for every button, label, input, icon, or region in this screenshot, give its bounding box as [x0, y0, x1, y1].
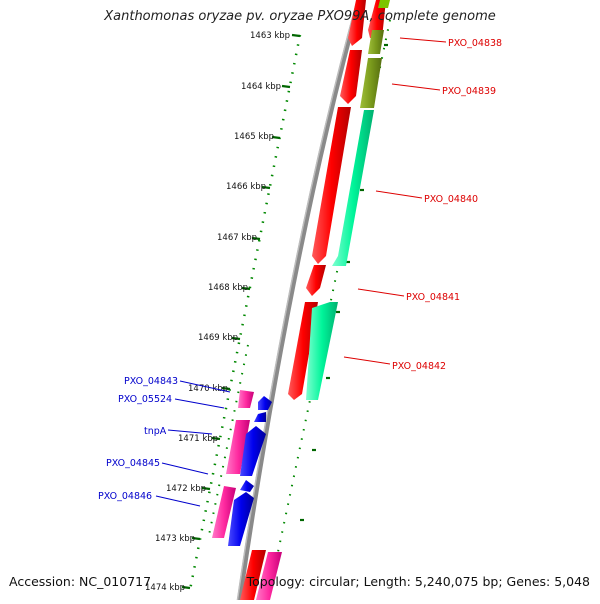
tick-label: 1463 kbp — [250, 31, 290, 41]
gene-label: PXO_04838 — [448, 38, 502, 49]
gene-feature — [306, 265, 326, 296]
genome-backbone — [236, 0, 362, 604]
genome-backbone-highlight — [236, 0, 359, 604]
tick-label: 1474 kbp — [145, 583, 185, 593]
gene-label: PXO_04839 — [442, 86, 496, 97]
tick-label: 1464 kbp — [241, 82, 281, 92]
gene-feature — [212, 486, 236, 538]
gene-feature — [332, 110, 374, 266]
gene-feature — [228, 492, 254, 546]
gene-feature — [256, 552, 282, 600]
tick-label: 1469 kbp — [198, 333, 238, 343]
gene-label: PXO_04840 — [424, 194, 478, 205]
right-labels: PXO_04838 PXO_04839 PXO_04840 PXO_04841 … — [392, 38, 502, 372]
gene-feature — [238, 390, 254, 408]
gene-feature — [254, 412, 266, 422]
gene-feature — [258, 396, 272, 410]
map-title: Xanthomonas oryzae pv. oryzae PXO99A, co… — [104, 9, 496, 24]
gene-feature — [368, 30, 384, 54]
gene-feature — [240, 550, 266, 600]
gene-feature — [348, 0, 366, 46]
tick-label: 1466 kbp — [226, 182, 266, 192]
gene-feature — [306, 302, 338, 400]
left-labels: PXO_04843 PXO_05524 tnpA PXO_04845 PXO_0… — [98, 376, 178, 502]
gene-label: PXO_04846 — [98, 491, 152, 502]
gene-label: PXO_04843 — [124, 376, 178, 387]
gene-feature — [340, 50, 362, 104]
left-features — [212, 390, 272, 546]
gene-feature — [378, 0, 390, 8]
topology-text: Topology: circular; Length: 5,240,075 bp… — [246, 574, 590, 589]
tick-label: 1467 kbp — [217, 233, 257, 243]
gene-feature — [312, 107, 351, 264]
tick-labels: 1463 kbp 1464 kbp 1465 kbp 1466 kbp 1467… — [145, 31, 290, 593]
feature-ring-right — [269, 19, 391, 591]
gene-feature — [368, 0, 386, 38]
forward-strand-features — [240, 0, 366, 600]
gene-label: PXO_04842 — [392, 361, 446, 372]
reverse-strand-features — [256, 0, 390, 600]
tick-label: 1470 kbp — [188, 384, 228, 394]
gene-feature — [240, 480, 254, 492]
tick-label: 1468 kbp — [208, 283, 248, 293]
gene-feature — [240, 426, 266, 476]
gene-label: PXO_04841 — [406, 292, 460, 303]
accession-text: Accession: NC_010717 — [9, 574, 152, 589]
gene-label: PXO_04845 — [106, 458, 160, 469]
tick-label: 1471 kbp — [178, 434, 218, 444]
tick-label: 1473 kbp — [155, 534, 195, 544]
tick-marks — [181, 33, 388, 590]
gene-label: PXO_05524 — [118, 394, 172, 405]
tick-label: 1472 kbp — [166, 484, 206, 494]
tick-label: 1465 kbp — [234, 132, 274, 142]
gene-feature — [360, 58, 382, 108]
gene-label: tnpA — [144, 426, 167, 437]
gene-feature — [288, 302, 318, 400]
right-label-leaders — [343, 37, 447, 365]
left-label-leaders — [155, 380, 231, 507]
gene-feature — [226, 420, 250, 474]
